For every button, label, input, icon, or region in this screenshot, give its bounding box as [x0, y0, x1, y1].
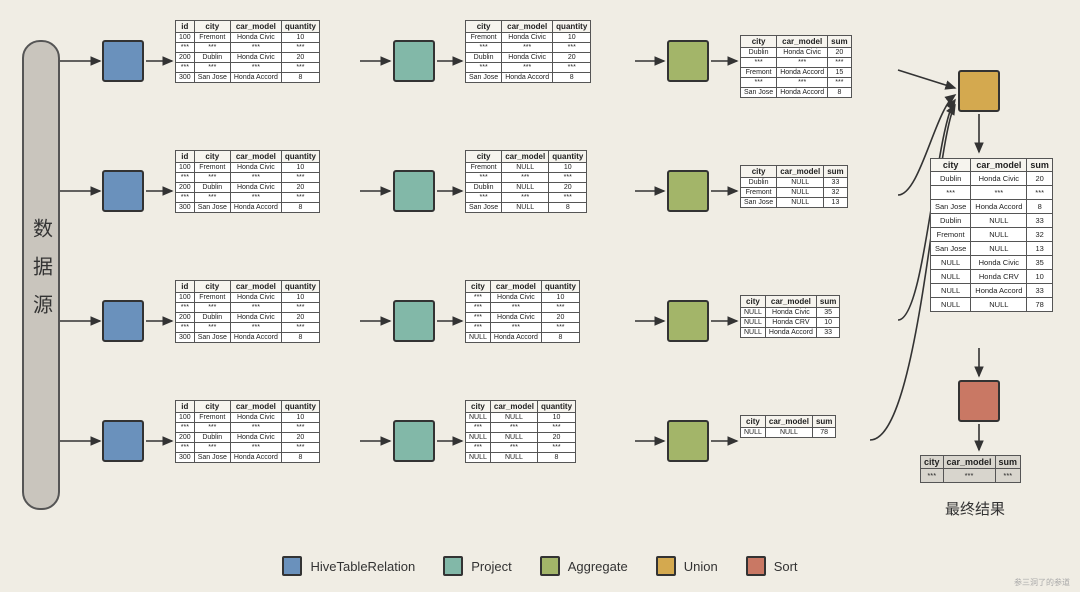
- stage2-table-2: citycar_modelquantity***Honda Civic10***…: [465, 280, 580, 343]
- hivetablerelation-icon: [282, 556, 302, 576]
- legend-label: Union: [684, 559, 718, 574]
- stage2-table-3: citycar_modelquantityNULLNULL10*********…: [465, 400, 576, 463]
- union-sq: [958, 70, 1000, 112]
- legend-item-project: Project: [443, 556, 511, 576]
- aggregate-sq-2: [667, 300, 709, 342]
- final-table: citycar_modelsum*********: [920, 455, 1021, 483]
- stage3-table-2: citycar_modelsumNULLHonda Civic35NULLHon…: [740, 295, 840, 338]
- hive-sq-0: [102, 40, 144, 82]
- project-sq-3: [393, 420, 435, 462]
- legend-label: Project: [471, 559, 511, 574]
- sort-icon: [746, 556, 766, 576]
- legend-item-union: Union: [656, 556, 718, 576]
- hive-sq-2: [102, 300, 144, 342]
- project-icon: [443, 556, 463, 576]
- legend-item-aggregate: Aggregate: [540, 556, 628, 576]
- aggregate-sq-1: [667, 170, 709, 212]
- legend-label: Aggregate: [568, 559, 628, 574]
- project-sq-1: [393, 170, 435, 212]
- aggregate-sq-0: [667, 40, 709, 82]
- project-sq-2: [393, 300, 435, 342]
- stage3-table-3: citycar_modelsumNULLNULL78: [740, 415, 836, 438]
- aggregate-icon: [540, 556, 560, 576]
- stage3-table-1: citycar_modelsumDublinNULL33FremontNULL3…: [740, 165, 848, 208]
- sort-sq: [958, 380, 1000, 422]
- legend: HiveTableRelation Project Aggregate Union So…: [0, 556, 1080, 576]
- data-source-label: 数据源: [27, 218, 56, 332]
- result-table: citycar_modelsumDublinHonda Civic20*****…: [930, 158, 1053, 312]
- project-sq-0: [393, 40, 435, 82]
- final-result-label: 最终结果: [945, 498, 1005, 519]
- stage1-table-0: idcitycar_modelquantity100FremontHonda C…: [175, 20, 320, 83]
- legend-item-hivetablerelation: HiveTableRelation: [282, 556, 415, 576]
- watermark: 参三洞了的参道: [1014, 577, 1070, 588]
- stage1-table-2: idcitycar_modelquantity100FremontHonda C…: [175, 280, 320, 343]
- data-source: 数据源: [22, 40, 60, 510]
- stage3-table-0: citycar_modelsumDublinHonda Civic20*****…: [740, 35, 852, 98]
- stage2-table-0: citycar_modelquantityFremontHonda Civic1…: [465, 20, 591, 83]
- union-icon: [656, 556, 676, 576]
- legend-label: HiveTableRelation: [310, 559, 415, 574]
- aggregate-sq-3: [667, 420, 709, 462]
- stage2-table-1: citycar_modelquantityFremontNULL10******…: [465, 150, 587, 213]
- legend-item-sort: Sort: [746, 556, 798, 576]
- hive-sq-3: [102, 420, 144, 462]
- legend-label: Sort: [774, 559, 798, 574]
- stage1-table-1: idcitycar_modelquantity100FremontHonda C…: [175, 150, 320, 213]
- hive-sq-1: [102, 170, 144, 212]
- stage1-table-3: idcitycar_modelquantity100FremontHonda C…: [175, 400, 320, 463]
